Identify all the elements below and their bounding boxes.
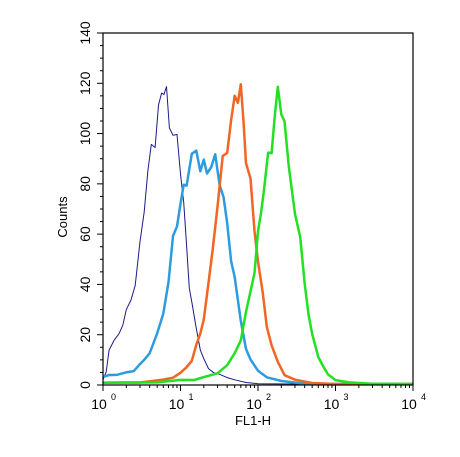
x-tick-label: 10 [91, 396, 107, 412]
x-tick-exponent: 4 [421, 392, 426, 402]
y-tick-label: 80 [77, 176, 93, 192]
y-tick-label: 40 [77, 276, 93, 292]
plot-frame [102, 32, 414, 386]
y-tick-label: 20 [77, 327, 93, 343]
series-line-1 [102, 86, 413, 385]
y-tick-label: 140 [77, 21, 93, 45]
x-tick-exponent: 0 [111, 392, 116, 402]
x-tick-exponent: 2 [266, 392, 271, 402]
y-tick-label: 120 [77, 71, 93, 95]
x-tick-label: 10 [324, 396, 340, 412]
x-tick-label: 10 [169, 396, 185, 412]
series-layer [102, 82, 414, 386]
y-axis-title: Counts [55, 196, 70, 238]
y-tick-label: 60 [77, 226, 93, 242]
x-tick-exponent: 3 [344, 392, 349, 402]
x-tick-label: 10 [401, 396, 417, 412]
x-tick-exponent: 1 [189, 392, 194, 402]
y-tick-label: 0 [77, 381, 93, 389]
series-line-3 [102, 82, 413, 386]
x-axis-title: FL1-H [235, 413, 271, 428]
y-tick-label: 100 [77, 122, 93, 146]
x-tick-label: 10 [246, 396, 262, 412]
series-line-4 [102, 85, 414, 386]
series-line-2 [102, 149, 413, 386]
